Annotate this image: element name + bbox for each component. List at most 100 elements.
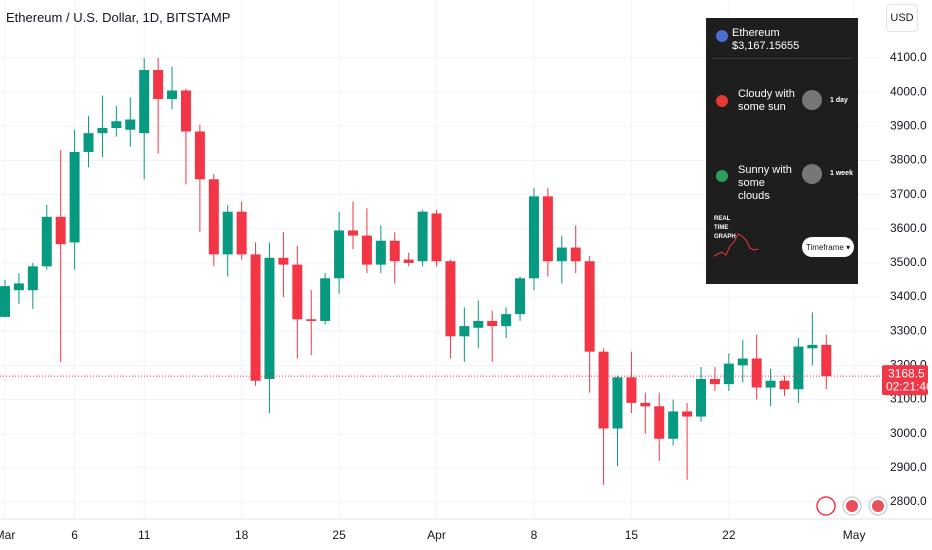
candle-body	[208, 179, 219, 255]
x-tick-label: 18	[235, 528, 249, 542]
candle-body	[139, 69, 150, 134]
candle-body	[292, 264, 303, 320]
indicator-icon	[816, 496, 836, 516]
chart-title: Ethereum / U.S. Dollar, 1D, BITSTAMP	[6, 10, 231, 25]
candle-body	[41, 216, 52, 267]
candle-body	[69, 151, 80, 243]
candle-body	[431, 213, 442, 262]
x-tick-label: 6	[71, 528, 78, 542]
y-tick-label: 4000.0	[890, 84, 927, 98]
candle-body	[584, 261, 595, 352]
candle-body	[765, 380, 776, 388]
y-tick-label: 3000.0	[890, 426, 927, 440]
down-icon	[716, 95, 728, 107]
weather-icon	[802, 164, 822, 184]
candle-body	[250, 254, 261, 381]
last-price-box	[882, 365, 928, 396]
y-tick-label: 3400.0	[890, 289, 927, 303]
y-tick-label: 3500.0	[890, 255, 927, 269]
x-tick-label: 25	[332, 528, 346, 542]
candle-body	[417, 211, 428, 262]
candle-body	[459, 326, 470, 337]
candle-body	[55, 216, 66, 245]
candle-body	[83, 133, 94, 152]
candle-body	[389, 240, 400, 262]
x-tick-label: Apr	[427, 528, 446, 542]
candle-body	[153, 69, 164, 100]
flag-icon	[846, 500, 858, 512]
candle-body	[723, 363, 734, 385]
candle-body	[821, 344, 832, 377]
candle-body	[682, 411, 693, 417]
x-tick-label: 11	[138, 528, 151, 542]
candle-body	[793, 346, 804, 390]
x-tick-label: Mar	[0, 528, 15, 542]
asset-price: $3,167.15655	[732, 40, 800, 52]
candle-body	[612, 377, 623, 429]
candle-body	[640, 402, 651, 407]
candle-body	[709, 379, 720, 385]
candle-body	[167, 90, 178, 100]
sparkline	[713, 233, 759, 257]
candle-body	[222, 211, 233, 255]
candle-body	[348, 230, 358, 236]
y-tick-label: 3700.0	[890, 187, 927, 201]
candle-body	[737, 358, 748, 366]
graph-label: REAL TIME GRAPH	[714, 216, 736, 240]
candle-body	[542, 196, 553, 262]
candle-body	[445, 261, 456, 337]
candle-body	[278, 257, 289, 265]
candle-body	[194, 131, 205, 180]
y-tick-label: 2800.0	[890, 494, 927, 508]
up-icon	[716, 170, 728, 182]
candle-body	[180, 90, 191, 132]
separator	[712, 58, 852, 59]
y-tick-label: 3900.0	[890, 119, 927, 133]
candle-body	[807, 344, 818, 349]
flag-icon	[872, 500, 884, 512]
forecast-horizon: 1 week	[830, 170, 853, 177]
candle-body	[403, 259, 414, 263]
y-tick-label: 3100.0	[890, 392, 927, 406]
y-tick-label: 3300.0	[890, 323, 927, 337]
timeframe-button[interactable]: Timeframe ▾	[802, 237, 854, 257]
candle-body	[111, 121, 122, 129]
asset-name: Ethereum	[732, 27, 780, 39]
y-tick-label: 3800.0	[890, 153, 927, 167]
candle-body	[306, 319, 317, 321]
candle-body	[27, 266, 38, 291]
candle-body	[626, 377, 637, 403]
timeframe-label[interactable]: Timeframe	[805, 242, 844, 252]
candle-body	[751, 358, 762, 388]
x-tick-label: 8	[531, 528, 538, 542]
candle-body	[97, 128, 108, 134]
candle-body	[13, 283, 24, 291]
candle-body	[556, 247, 567, 262]
forecast-text: Cloudy with some sun	[738, 88, 795, 113]
candle-body	[473, 320, 484, 328]
forecast-panel: Ethereum $3,167.15655 Cloudy with some s…	[706, 18, 858, 284]
candle-body	[361, 235, 372, 265]
candle-body	[334, 230, 345, 279]
eth-icon	[716, 30, 728, 42]
candle-body	[125, 119, 136, 130]
candle-body	[696, 379, 706, 417]
countdown: 02:21:46	[886, 379, 932, 393]
currency-button[interactable]: USD	[886, 4, 918, 32]
weather-icon	[802, 90, 822, 110]
x-tick-label: 15	[625, 528, 639, 542]
candle-body	[375, 240, 386, 265]
candle-body	[515, 278, 526, 315]
candle-body	[320, 278, 331, 321]
candle-body	[654, 406, 665, 439]
candle-body	[570, 247, 581, 262]
y-tick-label: 3600.0	[890, 221, 927, 235]
candle-body	[264, 257, 275, 380]
x-tick-label: 22	[722, 528, 736, 542]
candle-body	[598, 351, 609, 429]
y-tick-label: 2900.0	[890, 460, 927, 474]
candle-body	[0, 286, 10, 317]
candle-body	[779, 380, 790, 390]
